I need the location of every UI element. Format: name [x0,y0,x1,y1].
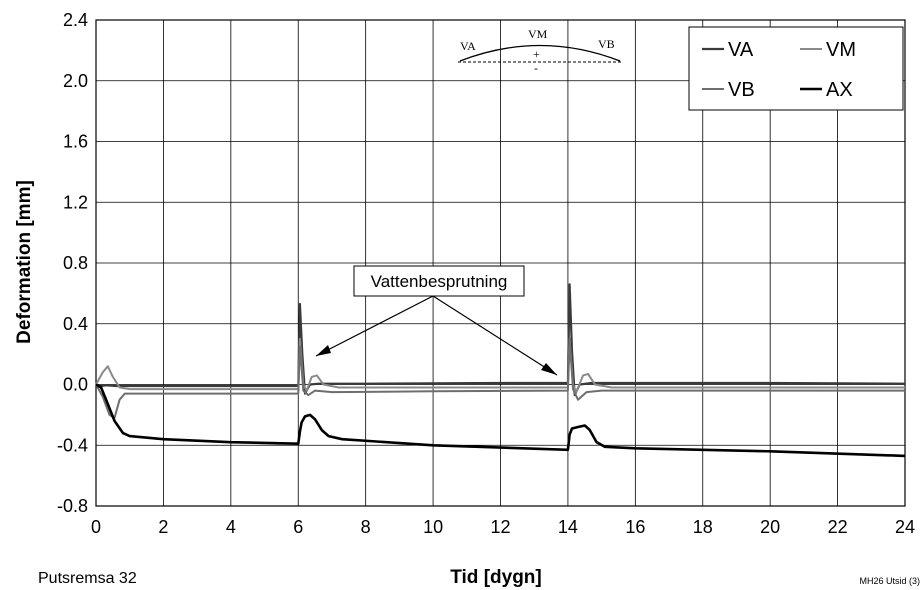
annotation-box [353,265,525,297]
y-tick-label: 2.4 [63,10,88,30]
x-tick-label: 6 [293,517,303,537]
x-tick-label: 8 [361,517,371,537]
x-tick-label: 0 [91,517,101,537]
annotation-arrow-left [315,295,434,357]
legend: VA VM VB AX [688,26,904,111]
x-tick-label: 4 [226,517,236,537]
x-tick-label: 2 [158,517,168,537]
y-tick-label: 0.8 [63,253,88,273]
x-tick-label: 22 [828,517,848,537]
y-tick-labels: 2.4 2.0 1.6 1.2 0.8 0.4 0.0 -0.4 -0.8 [57,10,88,516]
inset-label-va: VA [460,39,476,53]
x-tick-label: 24 [895,517,915,537]
x-tick-label: 16 [625,517,645,537]
series-layer [95,283,906,458]
annotation-group: Vattenbesprutning [315,265,558,376]
legend-label-vb: VB [728,79,755,101]
inset-label-vb: VB [598,37,615,51]
series-line-vb [95,337,905,419]
x-tick-label: 14 [558,517,578,537]
annotation-label: Vattenbesprutning [371,272,508,291]
x-axis-title: Tid [dygn] [450,567,541,588]
beam-arc [459,44,621,62]
inset-plus: + [533,47,540,61]
y-tick-label: 0.0 [63,375,88,395]
y-tick-label: -0.4 [57,435,88,455]
legend-box [688,26,904,111]
legend-label-vm: VM [826,39,856,61]
x-tick-label: 10 [423,517,443,537]
y-tick-label: 1.2 [63,192,88,212]
footer-left-label: Putsremsa 32 [38,570,137,587]
annotation-arrowhead-left [316,345,331,356]
series-line-va [95,283,906,397]
legend-label-va: VA [728,39,754,61]
inset-label-vm: VM [528,27,548,41]
legend-label-ax: AX [826,79,853,101]
annotation-arrowhead-right [541,363,557,375]
footer-right-label: MH26 Utsid (3) [859,576,920,586]
x-tick-label: 20 [760,517,780,537]
series-line-vm [95,337,905,394]
plot-area-frame [95,19,906,507]
annotation-arrow-right [432,295,558,376]
inset-minus: - [534,61,538,75]
x-tick-label: 12 [490,517,510,537]
y-axis-title: Deformation [mm] [14,180,35,344]
y-tick-label: 2.0 [63,71,88,91]
y-tick-label: 0.4 [63,314,88,334]
y-tick-label: -0.8 [57,496,88,516]
series-line-ax [95,383,906,458]
x-tick-label: 18 [693,517,713,537]
beam-inset-diagram: VA VM VB + - [458,27,622,75]
y-tick-label: 1.6 [63,132,88,152]
x-tick-labels: 0 2 4 6 8 10 12 14 16 18 20 22 24 [91,517,915,537]
